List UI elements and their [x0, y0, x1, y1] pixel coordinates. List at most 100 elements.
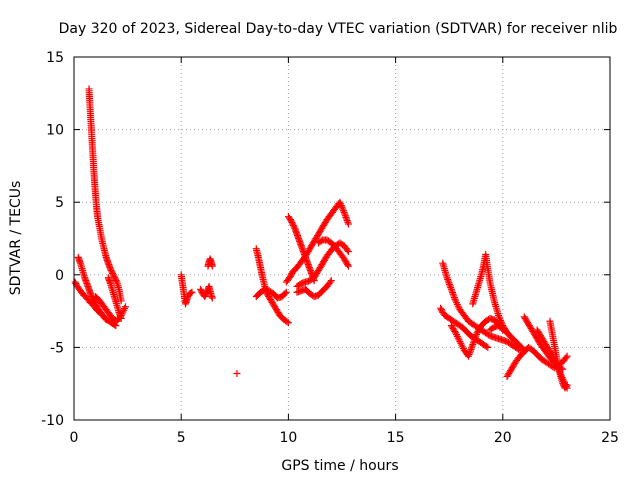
x-axis-label: GPS time / hours [281, 458, 398, 474]
data-point-marker [337, 202, 345, 210]
data-point-marker [451, 327, 459, 335]
data-point-marker [344, 262, 352, 270]
series-arc-5 [104, 274, 125, 322]
data-point-marker [495, 311, 503, 319]
data-point-marker [112, 277, 120, 285]
x-ticks: 0 5 10 15 20 25 [70, 57, 619, 446]
y-tick-label: -10 [41, 413, 64, 429]
data-point-marker [101, 314, 109, 322]
data-point-marker [233, 370, 241, 378]
data-point-marker [284, 319, 292, 327]
x-tick-label: 20 [494, 430, 512, 446]
data-point-marker [469, 339, 477, 347]
series-arc-12 [282, 198, 352, 286]
data-point-marker [208, 294, 216, 302]
series-arc-11 [252, 285, 290, 302]
data-point-marker [342, 213, 350, 221]
data-point-marker [336, 198, 344, 206]
series-arc-15 [314, 236, 352, 270]
data-point-marker [341, 212, 349, 220]
y-ticks: -10 -5 0 5 10 15 [41, 50, 610, 429]
data-point-marker [449, 290, 457, 298]
series-arc-10 [252, 245, 292, 327]
data-point-marker [466, 347, 474, 355]
data-point-marker [121, 303, 129, 311]
data-point-marker [344, 248, 352, 256]
data-point-marker [470, 337, 478, 345]
data-point-marker [469, 340, 477, 348]
series-arc-9 [233, 370, 241, 378]
data-point-marker [443, 274, 451, 282]
series-arc-13 [284, 213, 318, 285]
data-point-marker [562, 383, 570, 391]
data-point-marker [563, 381, 571, 389]
data-point-marker [339, 205, 347, 213]
series-arc-8 [204, 255, 216, 270]
data-point-marker [496, 315, 504, 323]
data-points [71, 85, 571, 392]
data-point-marker [465, 350, 473, 358]
y-tick-label: -5 [50, 340, 64, 356]
plot-frame [73, 56, 611, 421]
data-point-marker [449, 289, 457, 297]
y-tick-label: 5 [55, 195, 64, 211]
data-point-marker [450, 292, 458, 300]
series-arc-6 [177, 271, 196, 308]
data-point-marker [446, 280, 454, 288]
data-point-marker [482, 342, 490, 350]
data-point-marker [444, 277, 452, 285]
data-point-marker [343, 246, 351, 254]
series-arc-25 [546, 317, 571, 392]
data-point-marker [282, 288, 290, 296]
data-point-marker [464, 352, 472, 360]
data-point-marker [447, 285, 455, 293]
x-tick-label: 5 [177, 430, 186, 446]
x-tick-label: 25 [601, 430, 619, 446]
series-arc-24 [520, 313, 567, 373]
series-arc-16 [293, 277, 335, 301]
data-point-marker [563, 352, 571, 360]
data-point-marker [445, 279, 453, 287]
data-point-marker [344, 220, 352, 228]
data-point-marker [281, 289, 289, 297]
data-point-marker [444, 275, 452, 283]
x-tick-label: 15 [387, 430, 405, 446]
data-point-marker [340, 208, 348, 216]
data-point-marker [337, 200, 345, 208]
data-point-marker [187, 289, 195, 297]
data-point-marker [188, 288, 196, 296]
data-point-marker [111, 321, 119, 329]
data-point-marker [343, 215, 351, 223]
data-point-marker [102, 316, 110, 324]
data-point-marker [344, 218, 352, 226]
data-point-marker [467, 345, 475, 353]
data-point-marker [472, 332, 480, 340]
data-point-marker [446, 282, 454, 290]
data-point-marker [283, 318, 291, 326]
data-point-marker [451, 295, 459, 303]
y-tick-label: 10 [46, 123, 64, 139]
data-point-marker [495, 313, 503, 321]
data-point-marker [468, 344, 476, 352]
data-point-marker [448, 287, 456, 295]
data-point-marker [117, 297, 125, 305]
y-tick-label: 0 [55, 268, 64, 284]
data-point-marker [472, 331, 480, 339]
data-point-marker [484, 343, 492, 351]
data-point-marker [344, 261, 352, 269]
data-point-marker [327, 277, 335, 285]
series-arc-7 [196, 282, 216, 302]
data-point-marker [208, 262, 216, 270]
data-point-marker [471, 336, 479, 344]
grid-lines [74, 57, 610, 420]
chart-title: Day 320 of 2023, Sidereal Day-to-day VTE… [59, 21, 618, 37]
data-point-marker [468, 342, 476, 350]
data-point-marker [447, 284, 455, 292]
data-point-marker [450, 294, 458, 302]
series-arc-20 [469, 250, 511, 337]
series-arc-1 [85, 85, 125, 305]
data-point-marker [117, 314, 125, 322]
data-point-marker [341, 210, 349, 218]
data-point-marker [343, 217, 351, 225]
data-point-marker [339, 207, 347, 215]
